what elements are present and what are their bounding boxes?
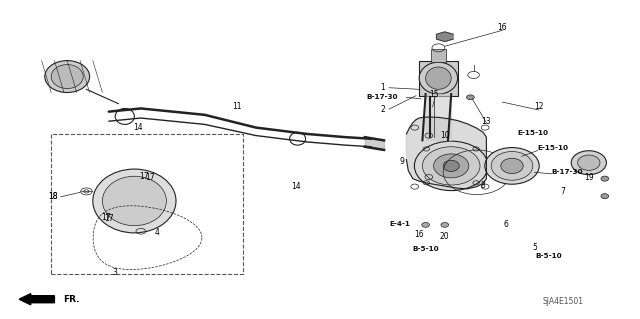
Text: 8: 8 bbox=[481, 181, 486, 189]
Ellipse shape bbox=[422, 223, 429, 227]
Text: 18: 18 bbox=[48, 192, 57, 201]
Text: 16: 16 bbox=[414, 230, 424, 239]
Text: B-17-30: B-17-30 bbox=[366, 94, 397, 100]
Text: 17: 17 bbox=[139, 172, 149, 181]
Ellipse shape bbox=[601, 176, 609, 181]
Text: 5: 5 bbox=[532, 243, 537, 252]
Ellipse shape bbox=[102, 176, 166, 226]
Ellipse shape bbox=[426, 67, 451, 89]
Ellipse shape bbox=[93, 169, 176, 233]
Text: FR.: FR. bbox=[63, 295, 79, 304]
Text: 16: 16 bbox=[497, 23, 508, 32]
Ellipse shape bbox=[572, 151, 607, 175]
Text: 18: 18 bbox=[48, 192, 57, 201]
Text: B-5-10: B-5-10 bbox=[535, 253, 562, 259]
Text: B-5-10: B-5-10 bbox=[413, 247, 440, 252]
Text: 6: 6 bbox=[503, 220, 508, 229]
Text: 4: 4 bbox=[154, 228, 159, 237]
Ellipse shape bbox=[441, 223, 449, 227]
Ellipse shape bbox=[434, 154, 468, 178]
Text: B-17-30: B-17-30 bbox=[552, 169, 583, 174]
Ellipse shape bbox=[467, 95, 474, 100]
Text: 19: 19 bbox=[584, 173, 594, 182]
Bar bbox=[419, 61, 458, 96]
Text: SJA4E1501: SJA4E1501 bbox=[543, 297, 584, 306]
Text: E-4-1: E-4-1 bbox=[389, 221, 410, 227]
Ellipse shape bbox=[422, 147, 480, 185]
Text: 9: 9 bbox=[399, 157, 404, 166]
Bar bbox=[431, 49, 446, 62]
Text: 2: 2 bbox=[380, 105, 385, 114]
Text: 17: 17 bbox=[100, 213, 111, 222]
Ellipse shape bbox=[578, 155, 600, 170]
Text: 14: 14 bbox=[291, 182, 301, 191]
Ellipse shape bbox=[492, 152, 532, 180]
Text: E-15-10: E-15-10 bbox=[517, 130, 548, 136]
Polygon shape bbox=[406, 117, 486, 189]
Ellipse shape bbox=[415, 141, 488, 190]
Ellipse shape bbox=[485, 147, 540, 184]
Text: 17: 17 bbox=[145, 173, 156, 182]
Ellipse shape bbox=[419, 62, 458, 94]
Ellipse shape bbox=[51, 64, 83, 89]
Text: 14: 14 bbox=[132, 123, 143, 132]
Text: 12: 12 bbox=[534, 102, 543, 111]
Text: 3: 3 bbox=[113, 268, 118, 277]
Ellipse shape bbox=[501, 158, 524, 174]
FancyArrow shape bbox=[19, 293, 54, 305]
Text: E-15-10: E-15-10 bbox=[538, 145, 568, 151]
Text: 10: 10 bbox=[440, 131, 450, 140]
Text: 7: 7 bbox=[561, 187, 566, 196]
Polygon shape bbox=[436, 32, 453, 41]
Ellipse shape bbox=[45, 61, 90, 93]
Text: 20: 20 bbox=[440, 232, 450, 241]
Ellipse shape bbox=[443, 160, 460, 172]
Text: 11: 11 bbox=[232, 102, 241, 111]
Text: 13: 13 bbox=[481, 117, 492, 126]
Bar bbox=[51, 134, 243, 274]
Text: 15: 15 bbox=[429, 90, 439, 99]
Text: 1: 1 bbox=[380, 83, 385, 92]
Ellipse shape bbox=[601, 194, 609, 199]
Text: 17: 17 bbox=[104, 214, 114, 223]
